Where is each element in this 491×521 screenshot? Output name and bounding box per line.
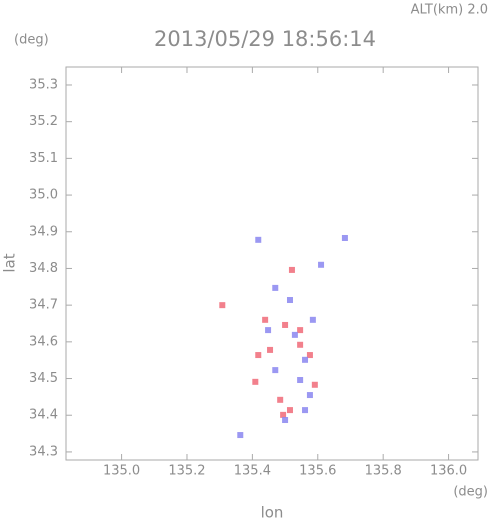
echo-point bbox=[341, 234, 348, 241]
altitude-label: ALT(km) 2.0 bbox=[411, 3, 488, 18]
echo-point bbox=[306, 352, 313, 359]
x-axis-label: lon bbox=[261, 504, 284, 521]
echo-point bbox=[309, 316, 316, 323]
echo-point bbox=[272, 284, 279, 291]
echo-point bbox=[252, 378, 259, 385]
echo-point bbox=[277, 396, 284, 403]
y-tick-label: 35.1 bbox=[29, 151, 58, 166]
echo-point bbox=[291, 331, 298, 338]
x-tick-label: 135.8 bbox=[365, 464, 402, 479]
y-tick-label: 35.2 bbox=[29, 114, 58, 129]
y-tick-label: 35.3 bbox=[29, 77, 58, 92]
x-tick-label: 135.0 bbox=[103, 464, 140, 479]
echo-point bbox=[297, 341, 304, 348]
x-unit: (deg) bbox=[453, 485, 488, 500]
y-tick-label: 34.4 bbox=[29, 408, 58, 423]
y-tick-label: 34.9 bbox=[29, 224, 58, 239]
echo-point bbox=[267, 346, 274, 353]
echo-point bbox=[302, 356, 309, 363]
echo-point bbox=[288, 266, 295, 273]
echo-point bbox=[282, 417, 289, 424]
echo-point bbox=[282, 321, 289, 328]
echo-point bbox=[265, 327, 272, 334]
echo-point bbox=[297, 377, 304, 384]
chart-title: 2013/05/29 18:56:14 bbox=[154, 27, 376, 51]
echo-point bbox=[286, 297, 293, 304]
echo-point bbox=[306, 392, 313, 399]
y-tick-label: 34.6 bbox=[29, 334, 58, 349]
echo-point bbox=[262, 316, 269, 323]
echo-point bbox=[311, 381, 318, 388]
y-tick-label: 35.0 bbox=[29, 188, 58, 203]
x-tick-label: 135.4 bbox=[234, 464, 271, 479]
y-unit: (deg) bbox=[14, 33, 49, 48]
y-tick-label: 34.3 bbox=[29, 444, 58, 459]
x-tick-label: 135.2 bbox=[168, 464, 205, 479]
y-tick-label: 34.7 bbox=[29, 298, 58, 313]
echo-point bbox=[255, 236, 262, 243]
echo-point bbox=[219, 302, 226, 309]
echo-point bbox=[237, 432, 244, 439]
echo-point bbox=[255, 352, 262, 359]
echo-point bbox=[286, 407, 293, 414]
x-tick-label: 136.0 bbox=[430, 464, 467, 479]
echo-point bbox=[318, 261, 325, 268]
y-tick-label: 34.5 bbox=[29, 371, 58, 386]
echo-point bbox=[302, 407, 309, 414]
y-axis-label: lat bbox=[1, 253, 19, 272]
echo-point bbox=[297, 327, 304, 334]
plot-frame bbox=[65, 66, 479, 461]
y-tick-label: 34.8 bbox=[29, 261, 58, 276]
echo-point bbox=[280, 411, 287, 418]
x-tick-label: 135.6 bbox=[299, 464, 336, 479]
echo-point bbox=[272, 367, 279, 374]
